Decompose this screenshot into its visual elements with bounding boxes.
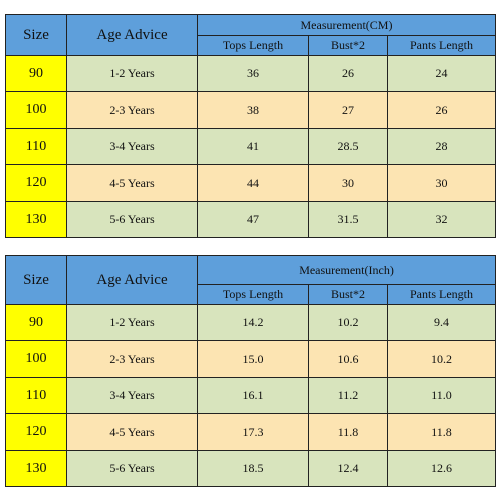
column-header: Bust*2 [308, 284, 388, 305]
table-cell: 17.3 [197, 413, 309, 451]
table-cell: 11.2 [308, 377, 388, 414]
table-cell: 2-3 Years [66, 91, 198, 129]
column-header: Tops Length [197, 35, 309, 56]
size-cell: 110 [5, 377, 67, 414]
column-header: Pants Length [387, 35, 496, 56]
column-header: Tops Length [197, 284, 309, 305]
table-cell: 5-6 Years [66, 201, 198, 238]
table-cell: 28 [387, 128, 496, 165]
measurement-header: Measurement(Inch) [197, 255, 496, 285]
table-cell: 24 [387, 55, 496, 92]
table-cell: 11.8 [308, 413, 388, 451]
table-cell: 4-5 Years [66, 413, 198, 451]
size-cell: 120 [5, 164, 67, 202]
table-cell: 11.8 [387, 413, 496, 451]
table-cell: 26 [308, 55, 388, 92]
table-cell: 10.2 [308, 304, 388, 341]
table-cell: 26 [387, 91, 496, 129]
table-cell: 44 [197, 164, 309, 202]
table-cell: 2-3 Years [66, 340, 198, 378]
table-cell: 36 [197, 55, 309, 92]
table-cell: 12.4 [308, 450, 388, 487]
size-cell: 130 [5, 201, 67, 238]
table-cell: 38 [197, 91, 309, 129]
size-cell: 110 [5, 128, 67, 165]
age-header: Age Advice [66, 14, 198, 56]
table-cell: 15.0 [197, 340, 309, 378]
table-cell: 30 [387, 164, 496, 202]
table-cell: 30 [308, 164, 388, 202]
size-header: Size [5, 255, 67, 305]
size-header: Size [5, 14, 67, 56]
table-cell: 1-2 Years [66, 55, 198, 92]
table-cell: 14.2 [197, 304, 309, 341]
table-cell: 27 [308, 91, 388, 129]
size-cell: 100 [5, 340, 67, 378]
table-cell: 31.5 [308, 201, 388, 238]
table-cell: 12.6 [387, 450, 496, 487]
age-header: Age Advice [66, 255, 198, 305]
column-header: Bust*2 [308, 35, 388, 56]
size-cell: 120 [5, 413, 67, 451]
table-cell: 3-4 Years [66, 128, 198, 165]
size-cell: 90 [5, 304, 67, 341]
table-cell: 1-2 Years [66, 304, 198, 341]
table-cell: 16.1 [197, 377, 309, 414]
table-cell: 18.5 [197, 450, 309, 487]
size-cell: 90 [5, 55, 67, 92]
table-cell: 9.4 [387, 304, 496, 341]
table-cell: 11.0 [387, 377, 496, 414]
table-cell: 10.6 [308, 340, 388, 378]
measurement-header: Measurement(CM) [197, 14, 496, 36]
table-cell: 28.5 [308, 128, 388, 165]
table-cell: 4-5 Years [66, 164, 198, 202]
column-header: Pants Length [387, 284, 496, 305]
table-cell: 10.2 [387, 340, 496, 378]
table-cell: 5-6 Years [66, 450, 198, 487]
table-cell: 32 [387, 201, 496, 238]
table-cell: 41 [197, 128, 309, 165]
table-cell: 3-4 Years [66, 377, 198, 414]
table-cell: 47 [197, 201, 309, 238]
size-cell: 130 [5, 450, 67, 487]
size-cell: 100 [5, 91, 67, 129]
